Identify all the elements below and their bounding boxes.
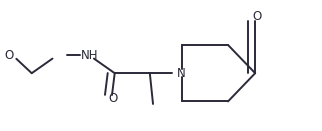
Text: O: O [109, 92, 118, 105]
Text: N: N [177, 67, 186, 80]
Text: O: O [5, 49, 14, 62]
Text: NH: NH [80, 49, 98, 62]
Text: O: O [252, 10, 261, 23]
